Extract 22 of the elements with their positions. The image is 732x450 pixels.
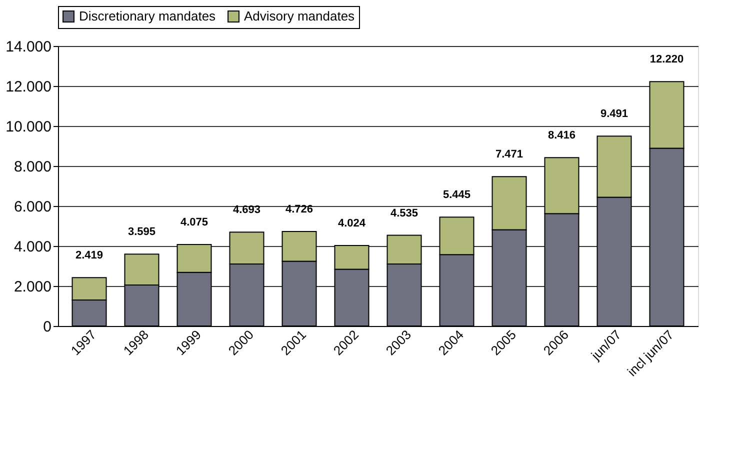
legend-label: Discretionary mandates	[79, 8, 216, 24]
y-tick-label: 12.000	[6, 78, 52, 96]
total-label: 3.595	[128, 226, 156, 238]
y-tick-label: 4.000	[14, 238, 52, 256]
y-tick-label: 0	[43, 318, 52, 336]
total-label: 2.419	[75, 250, 104, 262]
legend-label: Advisory mandates	[244, 8, 356, 24]
total-label: 4.075	[180, 216, 208, 228]
total-label: 12.220	[650, 54, 684, 66]
total-label: 4.693	[232, 204, 261, 216]
y-tick-label: 10.000	[6, 118, 52, 136]
y-tick-label: 14.000	[6, 38, 52, 56]
y-tick-label: 8.000	[14, 158, 52, 176]
total-label: 9.491	[600, 108, 628, 120]
y-tick-label: 2.000	[14, 278, 52, 296]
total-label: 4.024	[338, 218, 366, 230]
y-tick-label: 6.000	[14, 198, 52, 216]
total-label: 8.416	[548, 130, 576, 142]
total-label: 5.445	[442, 189, 471, 202]
total-label: 4.535	[390, 207, 418, 220]
total-label: 4.726	[285, 203, 314, 216]
total-label: 7.471	[495, 148, 524, 161]
